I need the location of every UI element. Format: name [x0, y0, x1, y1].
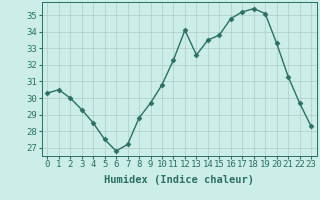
X-axis label: Humidex (Indice chaleur): Humidex (Indice chaleur) [104, 175, 254, 185]
